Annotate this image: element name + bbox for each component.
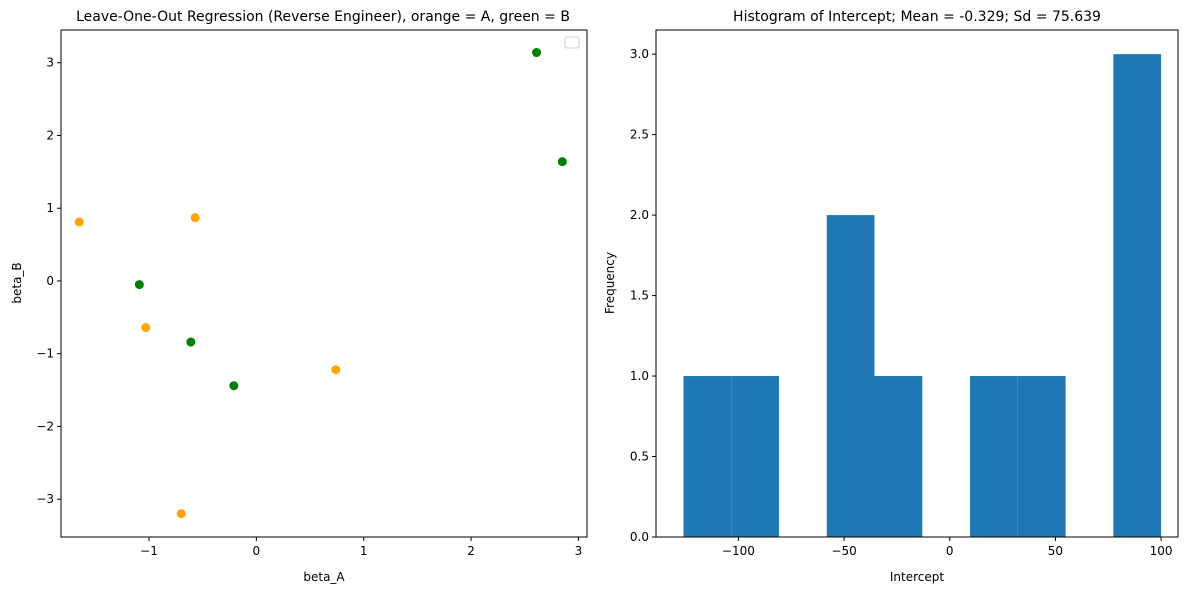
scatter-points xyxy=(74,48,567,519)
scatter-x-tick-label: 2 xyxy=(467,544,475,558)
scatter-y-tick-label: 0 xyxy=(46,274,54,288)
scatter-y-label: beta_B xyxy=(10,262,24,303)
scatter-x-axis: −1 0 1 2 3 xyxy=(140,537,582,558)
scatter-x-label: beta_A xyxy=(303,570,345,584)
histogram-y-tick-label: 1.5 xyxy=(630,289,649,303)
histogram-x-axis: −100 −50 0 50 100 xyxy=(722,537,1173,558)
scatter-y-tick-label: −3 xyxy=(36,492,54,506)
scatter-y-tick-label: 1 xyxy=(46,201,54,215)
scatter-point-series-2 xyxy=(557,157,567,167)
histogram-x-tick-label: 50 xyxy=(1048,544,1063,558)
histogram-bar xyxy=(970,376,1018,537)
histogram-bar xyxy=(826,215,875,537)
scatter-point-series-1 xyxy=(331,365,341,375)
scatter-chart: Leave-One-Out Regression (Reverse Engine… xyxy=(10,9,588,584)
scatter-point-series-2 xyxy=(134,280,144,290)
scatter-point-series-1 xyxy=(141,323,151,333)
histogram-x-label: Intercept xyxy=(890,570,945,584)
scatter-y-tick-label: −2 xyxy=(36,419,54,433)
scatter-y-axis: −3 −2 −1 0 1 2 3 xyxy=(36,56,61,506)
histogram-y-tick-label: 2.5 xyxy=(630,128,649,142)
scatter-x-tick-label: 1 xyxy=(360,544,368,558)
histogram-y-tick-label: 0.0 xyxy=(630,530,649,544)
histogram-x-tick-label: −100 xyxy=(722,544,755,558)
histogram-x-tick-label: −50 xyxy=(831,544,856,558)
histogram-bar xyxy=(874,376,923,537)
histogram-bar xyxy=(1113,54,1162,538)
scatter-y-tick-label: −1 xyxy=(36,347,54,361)
histogram-y-tick-label: 3.0 xyxy=(630,47,649,61)
scatter-title: Leave-One-Out Regression (Reverse Engine… xyxy=(76,9,570,25)
scatter-legend xyxy=(564,36,580,49)
scatter-y-tick-label: 2 xyxy=(46,128,54,142)
scatter-point-series-1 xyxy=(74,217,84,227)
histogram-y-label: Frequency xyxy=(603,252,617,314)
histogram-y-axis: 0.0 0.5 1.0 1.5 2.0 2.5 3.0 xyxy=(630,47,656,544)
scatter-x-tick-label: 3 xyxy=(575,544,583,558)
histogram-y-tick-label: 2.0 xyxy=(630,208,649,222)
histogram-title: Histogram of Intercept; Mean = -0.329; S… xyxy=(733,9,1101,25)
histogram-bar xyxy=(1017,376,1066,537)
scatter-point-series-2 xyxy=(186,337,196,347)
histogram-x-tick-label: 0 xyxy=(946,544,954,558)
histogram-y-tick-label: 0.5 xyxy=(630,450,649,464)
scatter-y-tick-label: 3 xyxy=(46,56,54,70)
histogram-bars xyxy=(683,54,1162,538)
histogram-bar xyxy=(731,376,779,537)
histogram-chart: Histogram of Intercept; Mean = -0.329; S… xyxy=(603,9,1179,584)
scatter-point-series-1 xyxy=(176,509,186,519)
histogram-y-tick-label: 1.0 xyxy=(630,369,649,383)
scatter-x-tick-label: −1 xyxy=(140,544,158,558)
scatter-point-series-2 xyxy=(229,381,239,391)
scatter-point-series-2 xyxy=(532,48,542,58)
histogram-x-tick-label: 100 xyxy=(1150,544,1173,558)
histogram-bar xyxy=(683,376,732,537)
scatter-frame xyxy=(60,29,588,538)
scatter-x-tick-label: 0 xyxy=(253,544,261,558)
histogram-frame xyxy=(655,29,1179,538)
scatter-point-series-1 xyxy=(190,213,200,223)
